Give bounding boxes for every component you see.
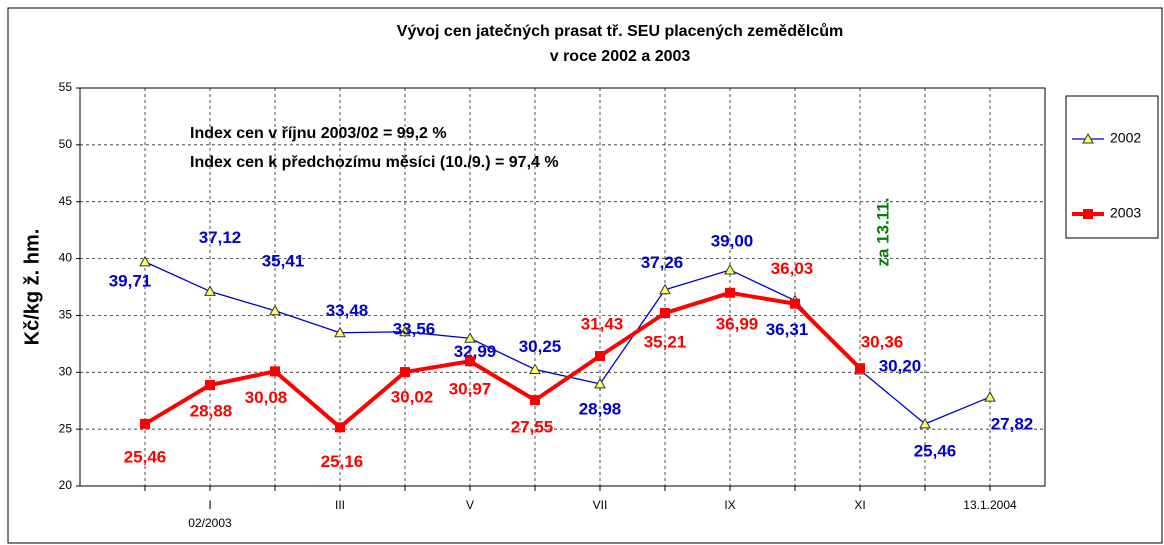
value-label: 35,21 — [644, 333, 687, 352]
x-tick-label: XI — [854, 498, 865, 512]
value-label: 30,36 — [861, 333, 904, 352]
marker — [984, 391, 996, 402]
y-tick-label: 30 — [59, 364, 73, 378]
x-tick-label: III — [335, 498, 345, 512]
marker — [790, 298, 800, 309]
value-label: 28,98 — [579, 399, 622, 418]
marker — [529, 363, 541, 374]
value-label: 30,02 — [391, 388, 434, 407]
y-tick-label: 35 — [59, 308, 73, 322]
value-label: 36,31 — [766, 320, 809, 339]
value-label: 37,26 — [641, 253, 684, 272]
x-tick-label: IX — [724, 498, 735, 512]
value-label: 37,12 — [199, 228, 242, 247]
value-label: 39,00 — [711, 231, 754, 250]
x-tick-label: VII — [593, 498, 608, 512]
marker — [335, 422, 345, 433]
marker — [139, 255, 151, 267]
marker — [530, 395, 540, 406]
value-label: 27,82 — [991, 415, 1034, 434]
annotation: Index cen k předchozímu měsíci (10./9.) … — [190, 154, 559, 171]
annotation: za 13.11. — [873, 197, 892, 266]
y-tick-label: 25 — [59, 421, 73, 435]
legend-label: 2003 — [1110, 205, 1141, 221]
marker — [269, 304, 281, 316]
marker — [595, 351, 605, 362]
y-tick-label: 20 — [59, 478, 73, 492]
marker — [334, 326, 346, 338]
chart-frame — [7, 7, 1163, 544]
value-label: 32,99 — [454, 342, 497, 361]
value-label: 30,20 — [879, 356, 922, 375]
chart-title: Vývoj cen jatečných prasat tř. SEU place… — [397, 23, 843, 40]
marker — [465, 356, 475, 367]
marker — [1082, 132, 1094, 144]
marker — [1083, 209, 1093, 219]
value-label: 25,16 — [321, 452, 364, 471]
marker — [855, 363, 865, 374]
value-label: 36,99 — [716, 314, 759, 333]
y-tick-label: 45 — [59, 194, 73, 208]
marker — [725, 287, 735, 298]
marker — [724, 263, 736, 275]
value-label: 30,08 — [245, 388, 288, 407]
x-tick-label: V — [466, 498, 474, 512]
x-tick-label: I — [208, 498, 211, 512]
marker — [270, 366, 280, 377]
y-tick-label: 55 — [59, 80, 73, 94]
marker — [464, 332, 476, 343]
marker — [594, 377, 606, 389]
marker — [204, 285, 216, 296]
y-axis-label: Kč/kg ž. hm. — [21, 229, 43, 346]
annotation: Index cen v říjnu 2003/02 = 99,2 % — [190, 125, 447, 142]
marker — [205, 380, 215, 391]
value-label: 31,43 — [581, 315, 624, 334]
marker — [919, 417, 931, 429]
value-label: 25,46 — [124, 447, 167, 466]
chart-subtitle: v roce 2002 a 2003 — [550, 48, 691, 65]
value-label: 39,71 — [109, 271, 152, 290]
value-label: 30,97 — [449, 380, 492, 399]
marker — [399, 325, 411, 337]
value-label: 28,88 — [190, 402, 233, 421]
plot-frame — [79, 87, 1046, 487]
value-label: 25,46 — [914, 441, 957, 460]
marker — [659, 283, 671, 295]
x-tick-label: 13.1.2004 — [963, 498, 1017, 512]
marker — [660, 308, 670, 319]
y-tick-label: 50 — [59, 137, 73, 151]
y-tick-label: 40 — [59, 251, 73, 265]
marker — [400, 367, 410, 378]
value-label: 36,03 — [771, 259, 814, 278]
value-label: 33,48 — [326, 301, 369, 320]
marker — [140, 418, 150, 429]
value-label: 30,25 — [519, 337, 562, 356]
value-label: 35,41 — [262, 251, 305, 270]
legend-label: 2002 — [1110, 130, 1141, 146]
x-sublabel: 02/2003 — [188, 516, 232, 530]
series-line — [143, 290, 862, 430]
value-label: 27,55 — [511, 418, 554, 437]
value-label: 33,56 — [393, 319, 436, 338]
